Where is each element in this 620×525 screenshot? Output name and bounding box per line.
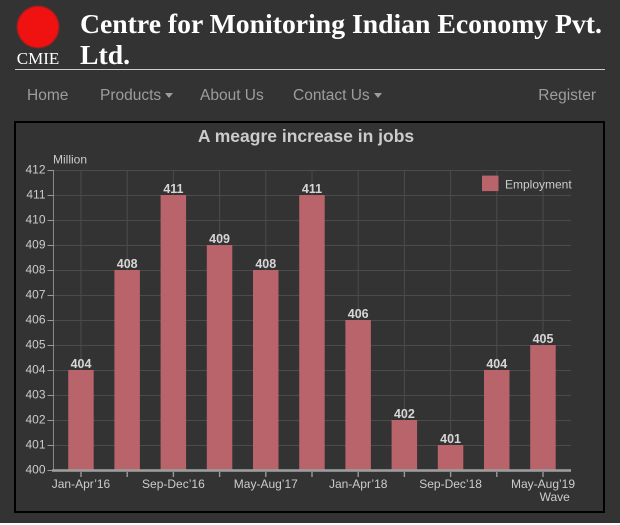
svg-text:410: 410 — [25, 212, 45, 226]
svg-text:401: 401 — [25, 437, 45, 451]
svg-text:404: 404 — [486, 357, 507, 371]
svg-text:403: 403 — [25, 387, 45, 401]
svg-text:408: 408 — [117, 257, 138, 271]
svg-text:404: 404 — [71, 357, 92, 371]
svg-text:Employment: Employment — [505, 177, 572, 191]
svg-text:407: 407 — [25, 287, 45, 301]
svg-text:406: 406 — [348, 307, 369, 321]
svg-text:A meagre increase in jobs: A meagre increase in jobs — [198, 126, 415, 146]
svg-text:405: 405 — [25, 337, 45, 351]
svg-text:Jan-Apr’18: Jan-Apr’18 — [329, 477, 388, 491]
svg-text:May-Aug’19: May-Aug’19 — [511, 477, 575, 491]
svg-text:406: 406 — [25, 312, 45, 326]
svg-text:411: 411 — [163, 182, 183, 196]
svg-text:408: 408 — [255, 257, 276, 271]
svg-text:408: 408 — [25, 262, 45, 276]
svg-text:411: 411 — [302, 182, 322, 196]
svg-text:411: 411 — [26, 187, 45, 201]
svg-text:400: 400 — [25, 462, 45, 476]
svg-text:412: 412 — [25, 162, 45, 176]
svg-text:405: 405 — [533, 332, 554, 346]
svg-text:401: 401 — [440, 432, 461, 446]
svg-text:402: 402 — [25, 412, 45, 426]
svg-text:Sep-Dec’18: Sep-Dec’18 — [419, 477, 482, 491]
svg-text:Wave: Wave — [540, 490, 571, 504]
svg-text:Sep-Dec’16: Sep-Dec’16 — [142, 477, 205, 491]
svg-text:402: 402 — [394, 407, 415, 421]
svg-text:404: 404 — [25, 362, 45, 376]
svg-text:409: 409 — [209, 232, 230, 246]
svg-text:May-Aug’17: May-Aug’17 — [234, 477, 298, 491]
svg-text:Jan-Apr’16: Jan-Apr’16 — [52, 477, 111, 491]
svg-text:Million: Million — [53, 153, 87, 167]
svg-text:409: 409 — [25, 237, 45, 251]
